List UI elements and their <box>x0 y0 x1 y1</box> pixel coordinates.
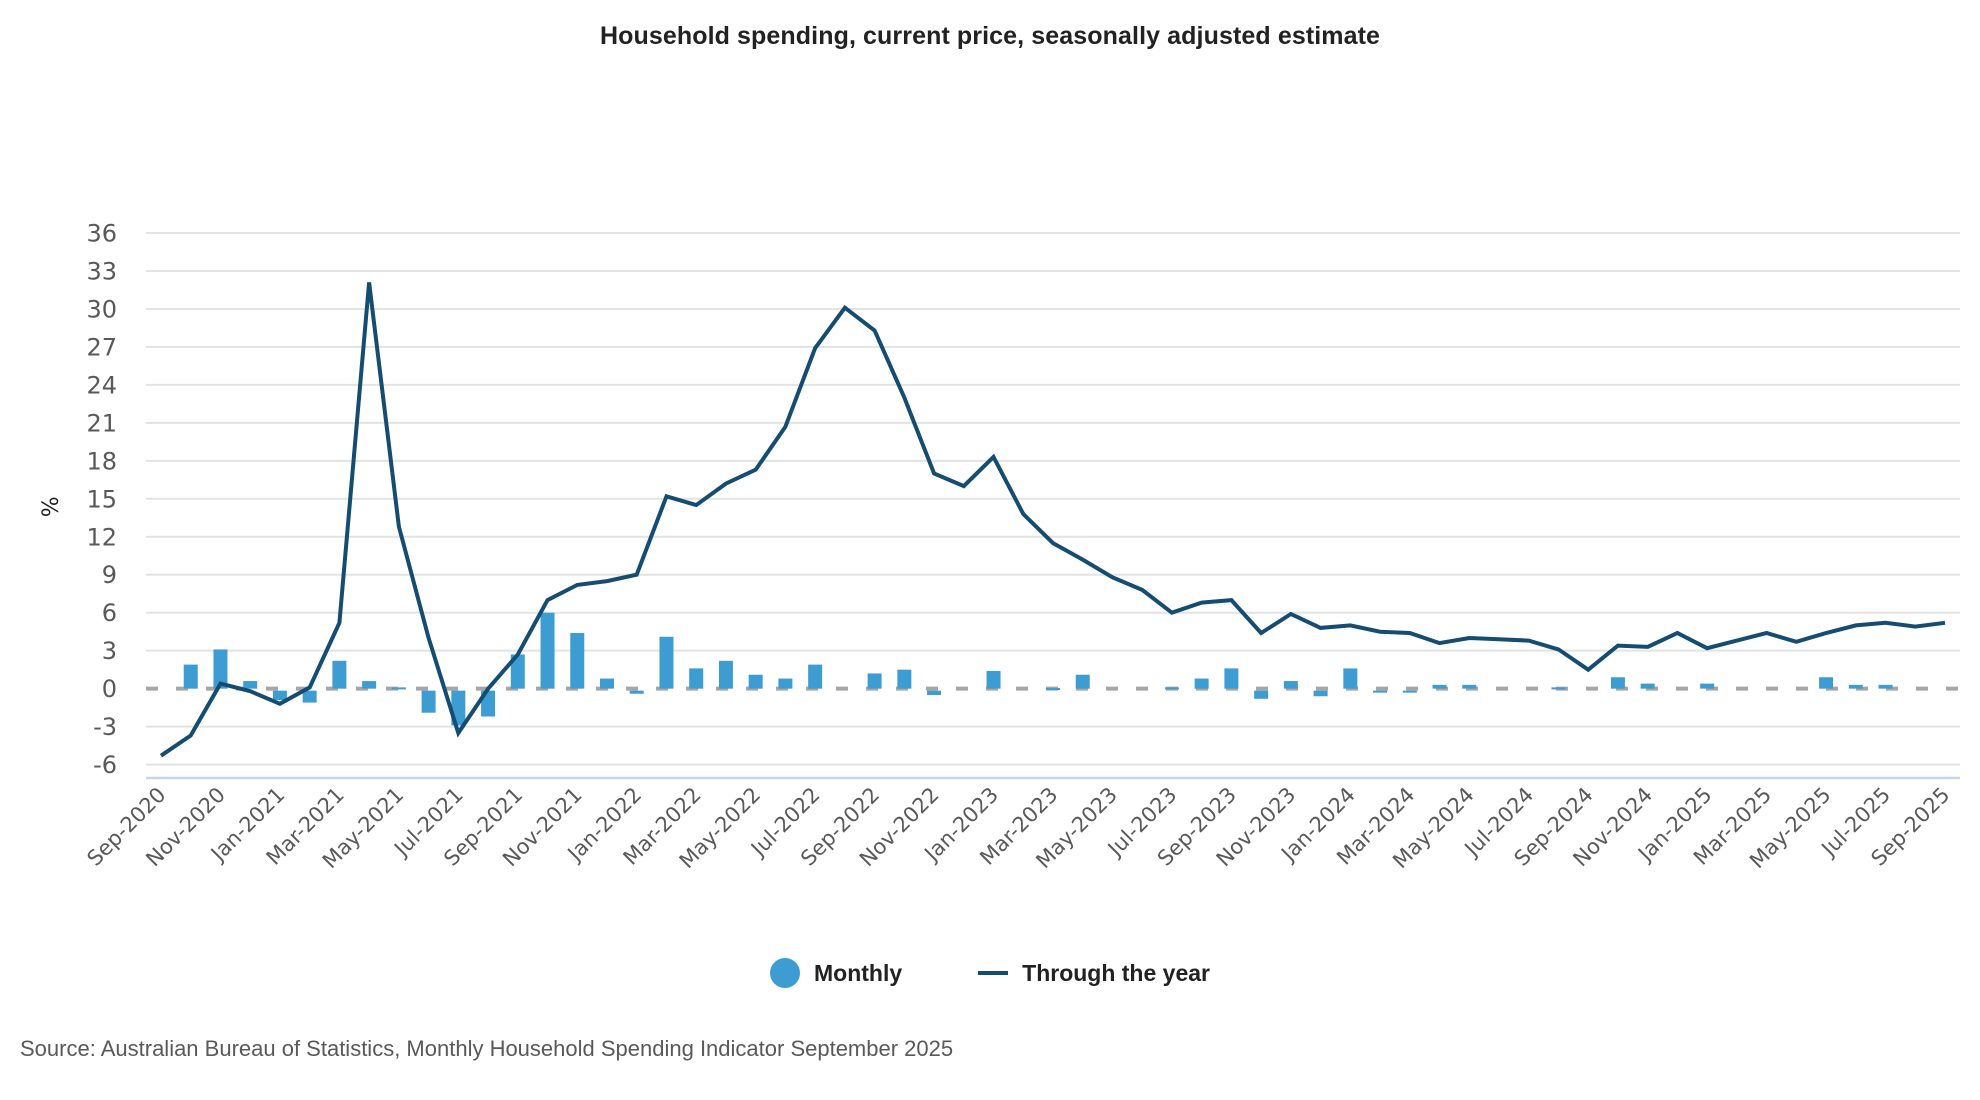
y-tick-label: 6 <box>102 599 117 627</box>
monthly-bar <box>1551 687 1566 690</box>
monthly-bar <box>183 664 198 689</box>
monthly-bar <box>1432 684 1447 689</box>
y-tick-label: 12 <box>86 523 117 551</box>
legend-line-icon <box>978 971 1009 975</box>
monthly-bar <box>897 669 912 689</box>
monthly-bar <box>1402 690 1417 693</box>
monthly-bar <box>1224 668 1239 689</box>
monthly-bar <box>1700 683 1715 689</box>
monthly-bar <box>1164 687 1179 690</box>
y-tick-label: 30 <box>86 295 117 323</box>
legend-item-through-the-year[interactable]: Through the year <box>978 960 1210 987</box>
monthly-bar <box>362 681 377 689</box>
monthly-bar <box>421 690 436 713</box>
monthly-bar <box>808 664 823 689</box>
legend: Monthly Through the year <box>0 958 1980 988</box>
monthly-bar <box>778 678 793 689</box>
y-tick-label: 36 <box>86 220 117 248</box>
monthly-bar <box>689 668 704 689</box>
y-axis-label: % <box>39 496 64 517</box>
monthly-bar <box>391 687 406 690</box>
y-tick-label: 3 <box>102 637 117 665</box>
monthly-bar <box>748 674 763 689</box>
monthly-bar <box>1819 677 1834 689</box>
monthly-bar <box>1878 684 1893 689</box>
monthly-bar <box>272 690 287 701</box>
y-tick-label: 24 <box>86 371 117 399</box>
monthly-bar <box>570 632 585 689</box>
monthly-bar <box>1848 684 1863 689</box>
chart-title: Household spending, current price, seaso… <box>599 22 1381 50</box>
y-tick-label: 18 <box>86 447 117 475</box>
y-tick-label: -3 <box>93 713 117 741</box>
monthly-bar <box>718 660 733 689</box>
through-the-year-line-group <box>159 282 1946 758</box>
x-axis-ticks: Sep-2020Nov-2020Jan-2021Mar-2021May-2021… <box>82 783 1954 874</box>
monthly-bar <box>1373 690 1388 693</box>
y-tick-label: -6 <box>93 751 117 779</box>
monthly-bar <box>1313 690 1328 697</box>
monthly-bar <box>1462 684 1477 689</box>
monthly-bar <box>1343 668 1358 689</box>
monthly-bar <box>867 673 882 689</box>
gridlines <box>146 232 1960 766</box>
monthly-bar <box>1254 690 1269 699</box>
y-tick-label: 21 <box>86 409 117 437</box>
legend-label-monthly: Monthly <box>813 959 903 986</box>
monthly-bar <box>1194 678 1209 689</box>
y-tick-label: 0 <box>102 675 117 703</box>
monthly-bar <box>213 649 228 689</box>
monthly-bars <box>183 612 1893 726</box>
monthly-bar <box>1075 674 1090 689</box>
monthly-bar <box>600 678 614 689</box>
y-tick-label: 15 <box>86 485 117 513</box>
monthly-bar <box>510 654 525 689</box>
monthly-bar <box>302 690 317 703</box>
monthly-bar <box>629 690 644 694</box>
monthly-bar <box>659 636 674 689</box>
monthly-bar <box>927 690 942 695</box>
legend-circle-icon <box>769 958 800 988</box>
monthly-bar <box>1046 688 1060 691</box>
y-tick-label: 9 <box>102 561 117 589</box>
monthly-bar <box>1610 677 1625 689</box>
legend-item-monthly[interactable]: Monthly <box>769 958 903 988</box>
y-tick-label: 33 <box>86 257 117 285</box>
y-tick-label: 27 <box>86 333 117 361</box>
monthly-bar <box>1283 681 1298 689</box>
legend-label-through-the-year: Through the year <box>1022 959 1210 986</box>
monthly-bar <box>1640 683 1655 689</box>
monthly-bar <box>986 670 1001 689</box>
through-the-year-line <box>159 282 1946 758</box>
monthly-bar <box>540 612 555 689</box>
source-note: Source: Australian Bureau of Statistics,… <box>20 1036 954 1061</box>
monthly-bar <box>332 660 347 689</box>
monthly-bar <box>243 681 258 689</box>
